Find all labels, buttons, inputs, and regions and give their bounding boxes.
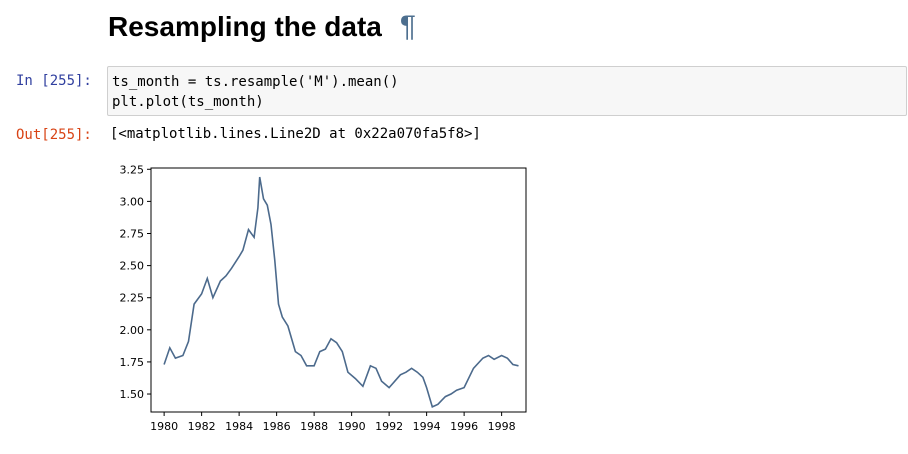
x-tick-label: 1990 — [338, 420, 366, 433]
code-cell-input[interactable] — [107, 66, 907, 116]
code-line: plt.plot(ts_month) — [112, 94, 264, 110]
x-tick-label: 1980 — [150, 420, 178, 433]
y-tick-label: 3.00 — [120, 195, 145, 208]
y-tick-label: 2.25 — [120, 292, 145, 305]
y-tick-label: 2.00 — [120, 324, 145, 337]
plot-frame — [150, 167, 527, 413]
y-tick-label: 2.50 — [120, 260, 145, 273]
series-line — [163, 176, 519, 409]
code-line: ts_month = ts.resample('M').mean() — [112, 74, 399, 90]
x-tick-label: 1982 — [188, 420, 216, 433]
output-text: [<matplotlib.lines.Line2D at 0x22a070fa5… — [110, 126, 481, 142]
section-heading: Resampling the data ¶ — [108, 10, 416, 44]
heading-title: Resampling the data — [108, 11, 382, 42]
x-tick-label: 1988 — [300, 420, 328, 433]
x-tick-label: 1984 — [225, 420, 253, 433]
x-axis: 1980 1982 1984 1986 1988 1990 1992 1994 1996 1998 — [150, 412, 516, 433]
x-tick-label: 1994 — [413, 420, 441, 433]
pilcrow-anchor-link[interactable]: ¶ — [399, 10, 416, 43]
y-tick-label: 1.50 — [120, 388, 145, 401]
x-tick-label: 1996 — [450, 420, 478, 433]
x-tick-label: 1998 — [488, 420, 516, 433]
y-axis: 1.50 1.75 2.00 2.25 2.50 2.75 3.00 3.25 — [120, 163, 151, 401]
y-tick-label: 3.25 — [120, 163, 145, 176]
output-prompt: Out[255]: — [16, 127, 92, 143]
input-prompt: In [255]: — [16, 73, 92, 89]
code-editor[interactable]: ts_month = ts.resample('M').mean() plt.pl… — [112, 72, 399, 112]
y-tick-label: 1.75 — [120, 356, 145, 369]
x-tick-label: 1986 — [263, 420, 291, 433]
x-tick-label: 1992 — [375, 420, 403, 433]
y-tick-label: 2.75 — [120, 227, 145, 240]
